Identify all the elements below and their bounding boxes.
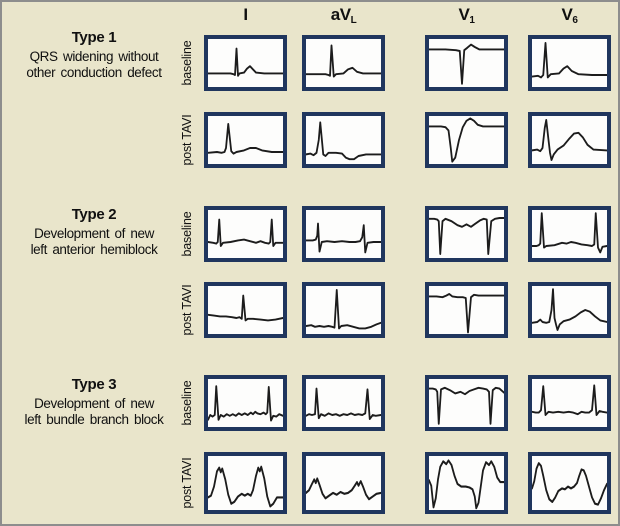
section-description-line: left anterior hemiblock [30, 242, 158, 257]
lead-name: V [458, 5, 470, 24]
section-label-type1: Type 1 QRS widening without other conduc… [8, 29, 180, 81]
ecg-panel-type1-baseline-v6 [528, 35, 611, 91]
ecg-panel-type2-baseline-avl [302, 206, 385, 262]
row-type2-baseline: baseline [2, 206, 618, 262]
row-type1-baseline: baseline [2, 35, 618, 91]
section-label-type3: Type 3 Development of new left bundle br… [8, 376, 180, 428]
ecg-panel-type2-baseline-i [204, 206, 287, 262]
row-label: baseline [174, 35, 200, 91]
ecg-panel-type3-baseline-v6 [528, 375, 611, 431]
row-label: baseline [174, 375, 200, 431]
ecg-panel-type3-baseline-avl [302, 375, 385, 431]
ecg-panel-type1-post-v6 [528, 112, 611, 168]
row-label: post TAVI [174, 282, 200, 338]
section-description-line: Development of new [34, 226, 154, 241]
row-type2-post-tavi: post TAVI [2, 282, 618, 338]
row-label-text: post TAVI [180, 284, 194, 336]
lead-subscript: 1 [469, 15, 475, 26]
ecg-panel-type1-baseline-v1 [425, 35, 508, 91]
ecg-panel-type1-post-v1 [425, 112, 508, 168]
column-header-lead-avl: aVL [302, 5, 385, 26]
lead-name: aV [330, 5, 351, 24]
section-label-type2: Type 2 Development of new left anterior … [8, 206, 180, 258]
ecg-panel-type3-post-avl [302, 452, 385, 514]
row-label-text: baseline [180, 380, 194, 426]
ecg-panel-type3-post-v1 [425, 452, 508, 514]
ecg-panel-type1-post-avl [302, 112, 385, 168]
lead-name: V [561, 5, 573, 24]
section-description-line: left bundle branch block [24, 412, 164, 427]
column-header-lead-i: I [204, 5, 287, 26]
section-description-line: QRS widening without [29, 49, 159, 64]
ecg-panel-type1-post-i [204, 112, 287, 168]
section-title: Type 2 [71, 206, 117, 223]
lead-subscript: 6 [572, 15, 578, 26]
ecg-panel-type1-baseline-i [204, 35, 287, 91]
row-label-text: post TAVI [180, 114, 194, 166]
lead-subscript: L [350, 15, 357, 26]
ecg-panel-type2-baseline-v6 [528, 206, 611, 262]
row-label-text: baseline [180, 211, 194, 257]
section-description-line: other conduction defect [26, 65, 162, 80]
ecg-panel-type2-post-v1 [425, 282, 508, 338]
ecg-panel-type3-post-v6 [528, 452, 611, 514]
row-type3-baseline: baseline [2, 375, 618, 431]
row-label-text: post TAVI [180, 457, 194, 509]
column-header-lead-v1: V1 [425, 5, 508, 26]
row-label: post TAVI [174, 452, 200, 514]
ecg-panel-type3-post-i [204, 452, 287, 514]
section-title: Type 3 [71, 376, 117, 393]
row-label-text: baseline [180, 40, 194, 86]
ecg-panel-type2-baseline-v1 [425, 206, 508, 262]
ecg-panel-type3-baseline-i [204, 375, 287, 431]
ecg-panel-type2-post-i [204, 282, 287, 338]
row-label: baseline [174, 206, 200, 262]
ecg-panel-type3-baseline-v1 [425, 375, 508, 431]
ecg-panel-type2-post-avl [302, 282, 385, 338]
row-label: post TAVI [174, 112, 200, 168]
row-type3-post-tavi: post TAVI [2, 452, 618, 514]
lead-name: I [243, 5, 248, 24]
section-description-line: Development of new [34, 396, 154, 411]
row-type1-post-tavi: post TAVI [2, 112, 618, 168]
ecg-panel-type2-post-v6 [528, 282, 611, 338]
ecg-panel-type1-baseline-avl [302, 35, 385, 91]
column-header-lead-v6: V6 [528, 5, 611, 26]
section-title: Type 1 [71, 29, 117, 46]
